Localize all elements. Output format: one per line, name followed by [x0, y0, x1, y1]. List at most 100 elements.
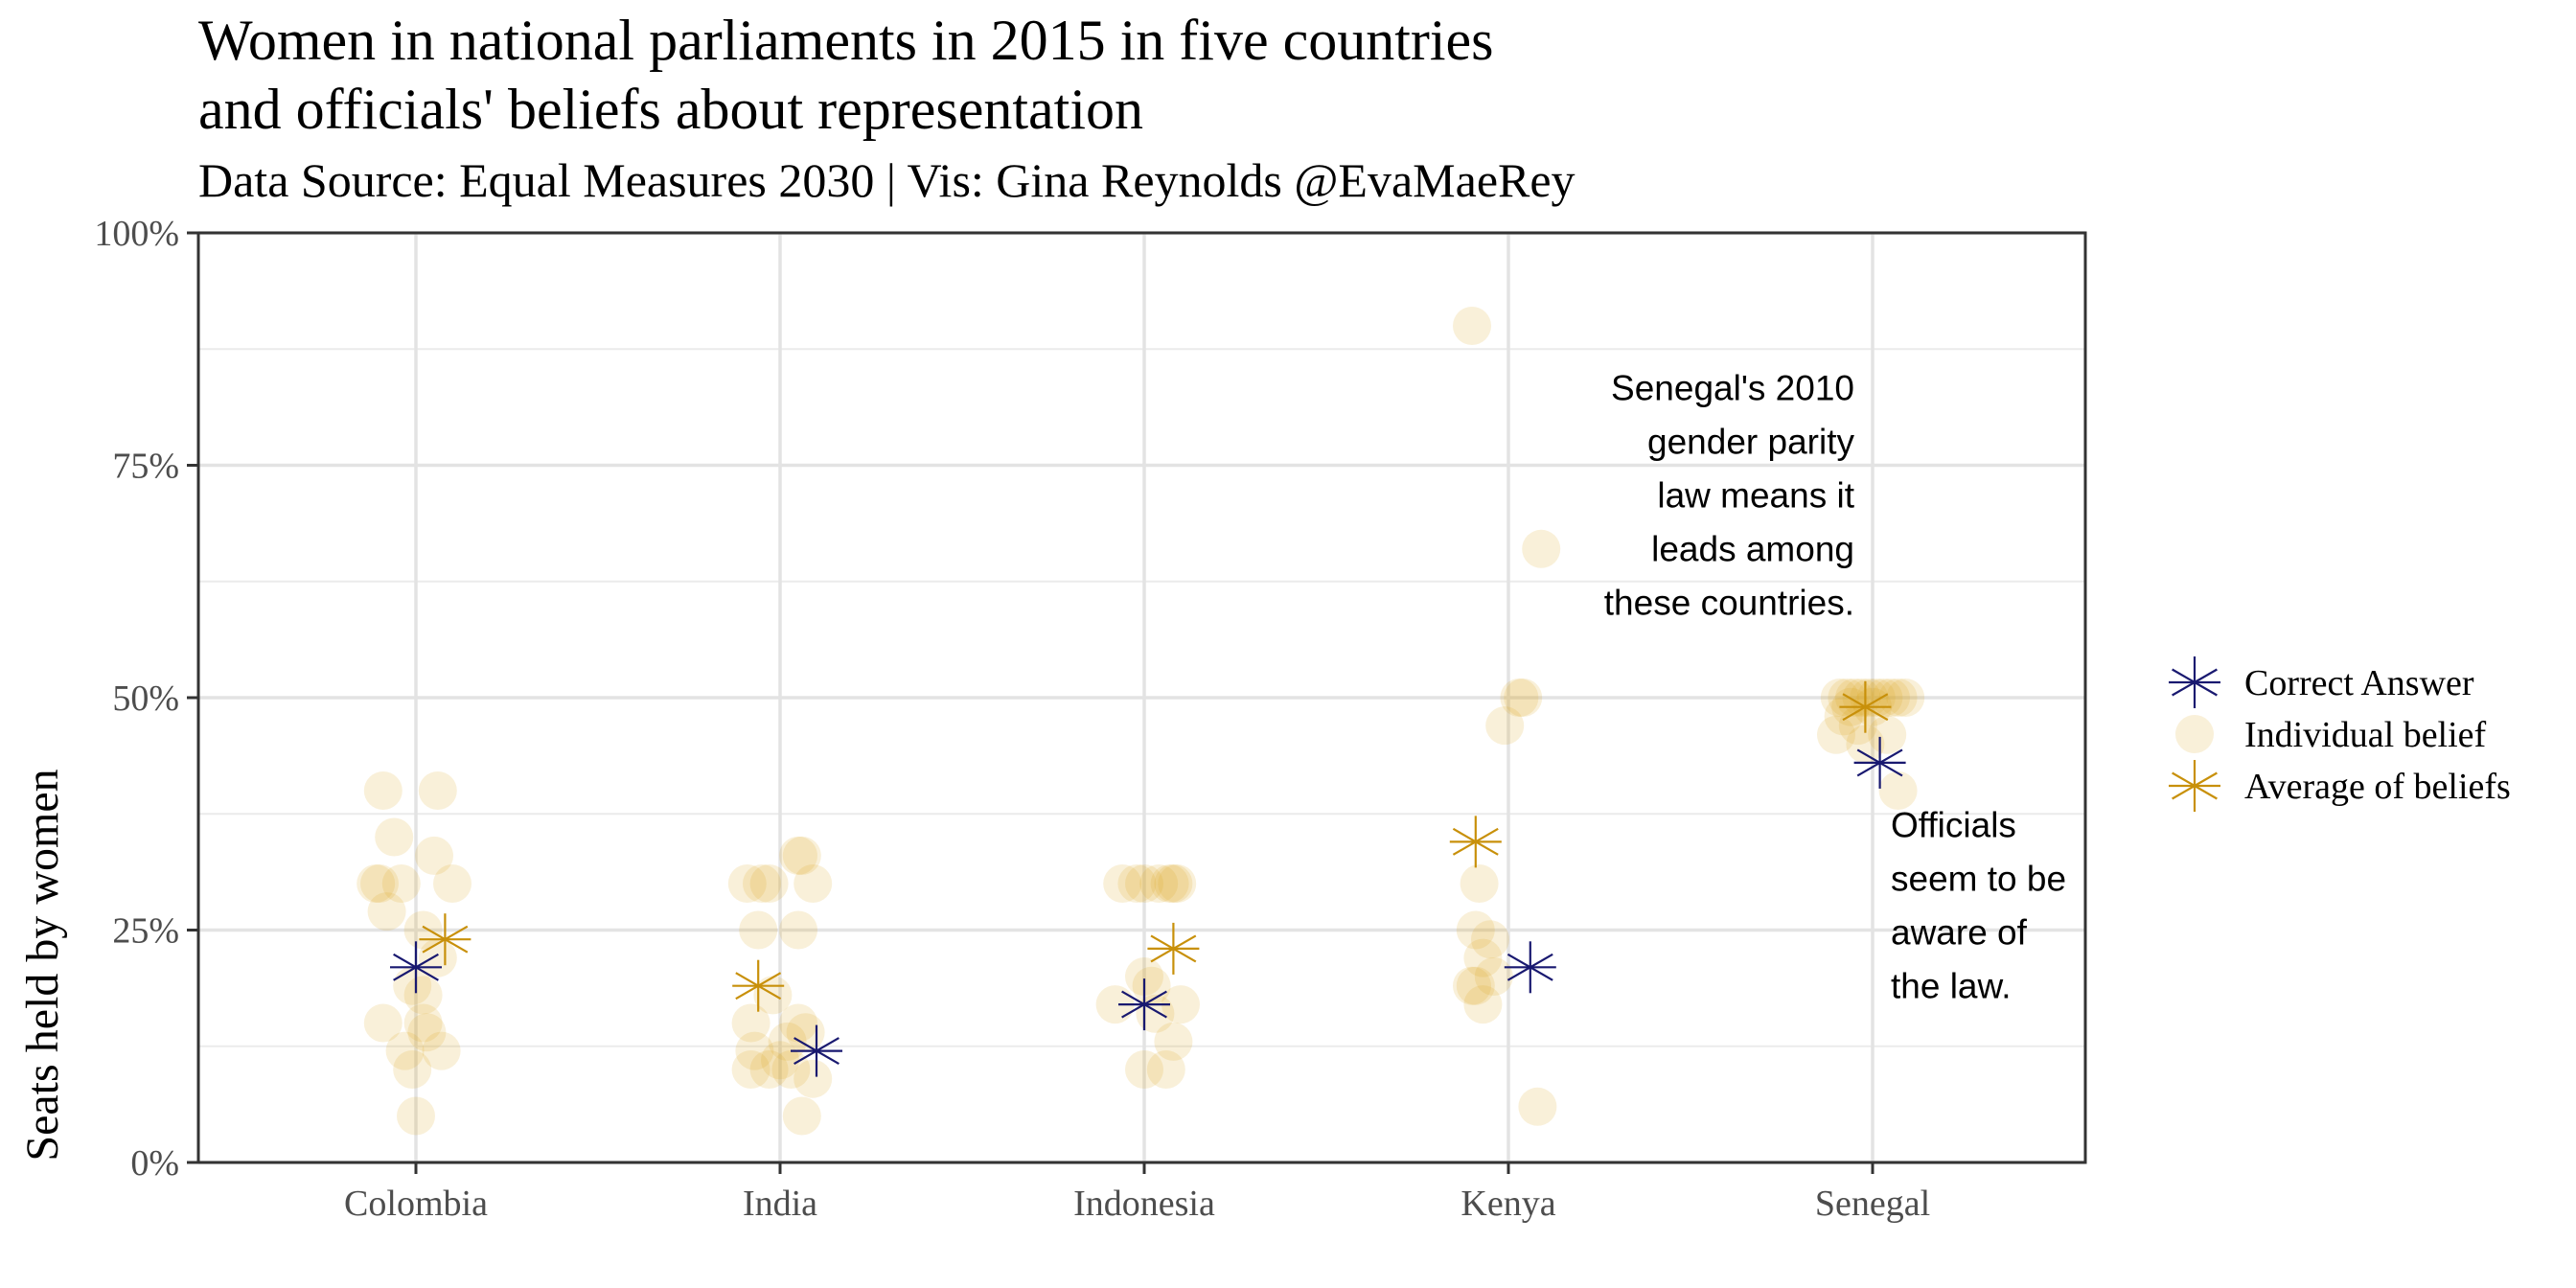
individual-belief-point — [761, 1041, 799, 1080]
individual-belief-point — [1474, 957, 1513, 996]
annotation-line: Officials — [1891, 806, 2016, 845]
annotation-line: gender parity — [1647, 423, 1854, 462]
individual-belief-point — [1504, 678, 1543, 717]
individual-belief-point — [1817, 715, 1855, 754]
individual-belief-point — [794, 1059, 833, 1098]
individual-belief-point — [385, 1031, 425, 1070]
individual-belief-point — [403, 976, 443, 1015]
annotation-line: leads among — [1651, 530, 1854, 569]
average-belief-marker — [1839, 680, 1892, 733]
individual-belief-point — [1868, 715, 1907, 754]
legend-label: Average of beliefs — [2244, 767, 2511, 807]
individual-belief-point — [1154, 864, 1193, 903]
individual-belief-point — [393, 1050, 432, 1089]
individual-belief-point — [1095, 985, 1135, 1024]
x-tick-label: Senegal — [1815, 1184, 1930, 1224]
annotation-line: these countries. — [1604, 584, 1854, 623]
individual-belief-point — [1500, 678, 1539, 717]
annotation-line: Senegal's 2010 — [1611, 369, 1854, 408]
chart-subtitle: Data Source: Equal Measures 2030 | Vis: … — [198, 153, 1576, 207]
individual-belief-point — [1522, 529, 1561, 568]
individual-belief-point — [749, 1050, 789, 1089]
individual-belief-point — [782, 1096, 821, 1136]
individual-belief-point — [1154, 1022, 1193, 1061]
individual-belief-point — [1463, 985, 1503, 1024]
plot-area: Senegal's 2010 gender parity law means it l… — [94, 214, 2087, 1224]
y-tick-label: 75% — [112, 447, 179, 487]
individual-belief-point — [403, 1003, 443, 1043]
individual-belief-point — [1125, 957, 1163, 996]
chart-title-line-2: and officials' beliefs about representat… — [198, 78, 1143, 141]
individual-belief-point — [1846, 724, 1885, 764]
legend: Correct Answer Individual belief Average o… — [2169, 656, 2511, 812]
individual-belief-point — [786, 1013, 825, 1052]
individual-belief-point — [1471, 920, 1509, 959]
legend-label: Correct Answer — [2244, 663, 2474, 703]
individual-belief-point — [397, 1096, 435, 1136]
individual-belief-point — [727, 864, 767, 903]
individual-belief-point — [1453, 966, 1491, 1005]
legend-label: Individual belief — [2244, 715, 2487, 755]
x-tick-label: Indonesia — [1073, 1184, 1215, 1224]
average-belief-marker — [419, 913, 472, 966]
individual-belief-point — [1463, 938, 1503, 978]
individual-belief-point — [1460, 864, 1499, 903]
x-tick-label: Colombia — [344, 1184, 488, 1224]
individual-belief-point — [1125, 864, 1163, 903]
individual-belief-point — [363, 1003, 402, 1043]
individual-belief-point — [782, 836, 821, 875]
individual-belief-point — [1886, 678, 1925, 717]
x-tick-label: Kenya — [1460, 1184, 1555, 1224]
individual-belief-point — [779, 836, 817, 875]
individual-belief-point — [779, 910, 817, 950]
individual-belief-point — [735, 1031, 774, 1070]
individual-belief-point — [418, 771, 457, 810]
individual-belief-point — [749, 864, 789, 903]
y-tick-label: 0% — [130, 1143, 179, 1184]
individual-belief-point — [1103, 864, 1142, 903]
legend-key-average — [2169, 760, 2220, 812]
average-belief-marker — [1147, 922, 1200, 975]
annotation-line: the law. — [1891, 967, 2011, 1006]
individual-belief-point — [422, 1031, 461, 1070]
individual-belief-point — [1117, 864, 1157, 903]
individual-belief-point — [415, 836, 453, 875]
annotation-line: aware of — [1891, 913, 2028, 953]
individual-belief-point — [1139, 864, 1179, 903]
annotation-line: seem to be — [1891, 860, 2066, 899]
annotation-text: Officials seem to be aware of the law. — [1891, 806, 2066, 1006]
individual-belief-point — [731, 1003, 770, 1043]
individual-belief-point — [731, 1050, 770, 1089]
average-belief-marker — [732, 959, 785, 1012]
correct-answer-marker — [1853, 736, 1906, 789]
individual-belief-point — [1456, 966, 1495, 1005]
individual-belief-point — [794, 864, 833, 903]
correct-answer-marker — [791, 1024, 842, 1077]
individual-belief-point — [1878, 771, 1918, 810]
individual-belief-point — [356, 864, 396, 903]
y-tick-label: 100% — [94, 214, 179, 254]
correct-answer-marker — [390, 941, 442, 994]
individual-belief-point — [433, 864, 472, 903]
legend-key-individual-belief — [2175, 715, 2214, 753]
individual-belief-point — [743, 864, 781, 903]
individual-belief-point — [367, 892, 406, 932]
correct-answer-marker — [1504, 941, 1556, 994]
individual-belief-point — [739, 910, 778, 950]
y-axis-label: Seats held by women — [17, 769, 68, 1161]
individual-belief-point — [779, 1003, 817, 1043]
annotation-line: law means it — [1657, 476, 1854, 516]
individual-belief-point — [363, 771, 402, 810]
correct-answer-marker — [1118, 978, 1170, 1031]
chart-title-line-1: Women in national parliaments in 2015 in… — [198, 9, 1494, 72]
individual-belief-point — [1453, 307, 1491, 345]
annotation-text: Senegal's 2010 gender parity law means it l… — [1604, 369, 1855, 623]
individual-belief-point — [1456, 910, 1495, 950]
x-tick-label: India — [743, 1184, 817, 1224]
individual-belief-point — [1125, 1050, 1163, 1089]
individual-belief-point — [1146, 1050, 1185, 1089]
individual-belief-point — [407, 1013, 447, 1052]
individual-belief-point — [1518, 1087, 1557, 1126]
individual-belief-point — [393, 966, 432, 1005]
